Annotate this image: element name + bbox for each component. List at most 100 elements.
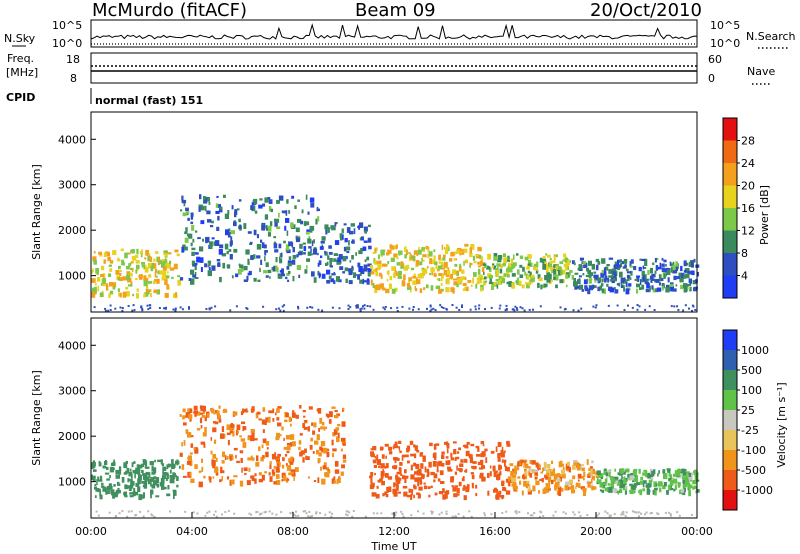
velocity-cell	[116, 491, 119, 494]
power-cell	[639, 287, 642, 290]
power-cell	[194, 264, 197, 271]
power-cell	[262, 203, 266, 207]
power-cell	[390, 245, 395, 250]
power-cell	[574, 272, 579, 275]
power-cell	[619, 271, 623, 278]
power-colorbar-label-tick: 16	[741, 202, 755, 215]
velocity-cell	[156, 477, 160, 484]
power-cell	[623, 286, 625, 292]
velocity-cell	[542, 467, 545, 472]
power-colorbar-label-tick: 28	[741, 135, 755, 148]
velocity-cell	[336, 413, 340, 417]
power-cell	[194, 272, 197, 276]
velocity-cell	[635, 511, 638, 514]
velocity-cell	[496, 488, 499, 495]
velocity-cell	[206, 413, 209, 418]
velocity-cell	[493, 471, 497, 478]
velocity-cell	[546, 469, 551, 474]
velocity-cell	[166, 473, 169, 480]
power-cell	[92, 256, 97, 262]
power-cell	[362, 280, 367, 283]
power-cell	[169, 260, 172, 265]
power-cell	[251, 205, 256, 212]
power-cell	[205, 238, 208, 244]
velocity-cell	[187, 408, 191, 414]
velocity-cell	[683, 487, 686, 492]
velocity-cell	[290, 442, 293, 447]
power-cell	[286, 273, 290, 276]
power-cell	[408, 277, 412, 282]
velocity-cell	[610, 475, 614, 481]
velocity-cell	[458, 447, 462, 451]
velocity-cell	[330, 515, 333, 518]
cpid-label: CPID	[6, 91, 35, 104]
power-cell	[312, 248, 318, 255]
power-cell	[522, 266, 525, 272]
power-cell	[317, 262, 320, 267]
power-cell	[225, 229, 229, 236]
velocity-cell	[297, 514, 300, 517]
velocity-cell	[468, 453, 472, 458]
power-cell	[257, 279, 261, 282]
velocity-colorbar-segment	[723, 410, 737, 430]
power-cell	[370, 279, 373, 286]
power-cell	[606, 283, 609, 287]
velocity-cell	[460, 459, 464, 463]
power-cell	[260, 259, 263, 265]
power-cell	[397, 275, 403, 279]
velocity-cell	[418, 486, 423, 491]
velocity-cell	[129, 495, 134, 498]
power-cell	[135, 269, 138, 274]
velocity-cell	[470, 472, 474, 475]
velocity-cell	[655, 483, 658, 486]
velocity-cell	[221, 460, 225, 464]
velocity-cell	[170, 478, 175, 484]
velocity-cell	[572, 511, 575, 514]
velocity-cell	[574, 486, 577, 490]
power-cell	[675, 284, 678, 287]
power-cell	[553, 264, 557, 268]
velocity-cell	[151, 484, 156, 489]
velocity-cell	[463, 476, 465, 481]
power-cell	[102, 278, 106, 284]
power-cell	[396, 306, 399, 309]
velocity-cell	[492, 465, 496, 472]
power-cell	[186, 233, 191, 237]
velocity-cell	[619, 468, 624, 474]
power-cell	[375, 271, 378, 277]
power-cell	[454, 251, 457, 255]
power-cell	[513, 309, 516, 312]
power-cell	[526, 283, 530, 289]
velocity-cell	[398, 467, 401, 470]
power-cell	[514, 305, 517, 308]
velocity-cell	[255, 461, 260, 467]
power-cell	[506, 268, 510, 272]
power-cell	[511, 282, 515, 289]
power-cell	[401, 280, 406, 285]
power-cell	[194, 277, 199, 279]
velocity-cell	[475, 445, 480, 449]
power-cell	[346, 251, 350, 254]
power-cell	[102, 273, 106, 279]
velocity-cell	[162, 475, 167, 479]
velocity-cell	[420, 463, 424, 469]
velocity-cell	[376, 512, 379, 515]
power-cell	[93, 251, 96, 254]
velocity-cell	[237, 430, 239, 434]
velocity-cell	[217, 413, 220, 420]
velocity-cell	[414, 477, 419, 482]
power-cell	[588, 285, 594, 291]
power-cell	[459, 263, 462, 268]
velocity-cell	[113, 484, 116, 487]
velocity-cell	[438, 460, 443, 467]
velocity-cell	[534, 469, 538, 473]
power-cell	[670, 283, 674, 287]
power-cell	[551, 260, 556, 263]
power-cell	[606, 264, 610, 267]
power-cell	[661, 285, 664, 291]
power-cell	[140, 305, 143, 308]
velocity-cell	[264, 471, 267, 474]
power-cell	[153, 258, 156, 262]
velocity-cell	[606, 512, 609, 515]
velocity-cell	[94, 486, 98, 490]
